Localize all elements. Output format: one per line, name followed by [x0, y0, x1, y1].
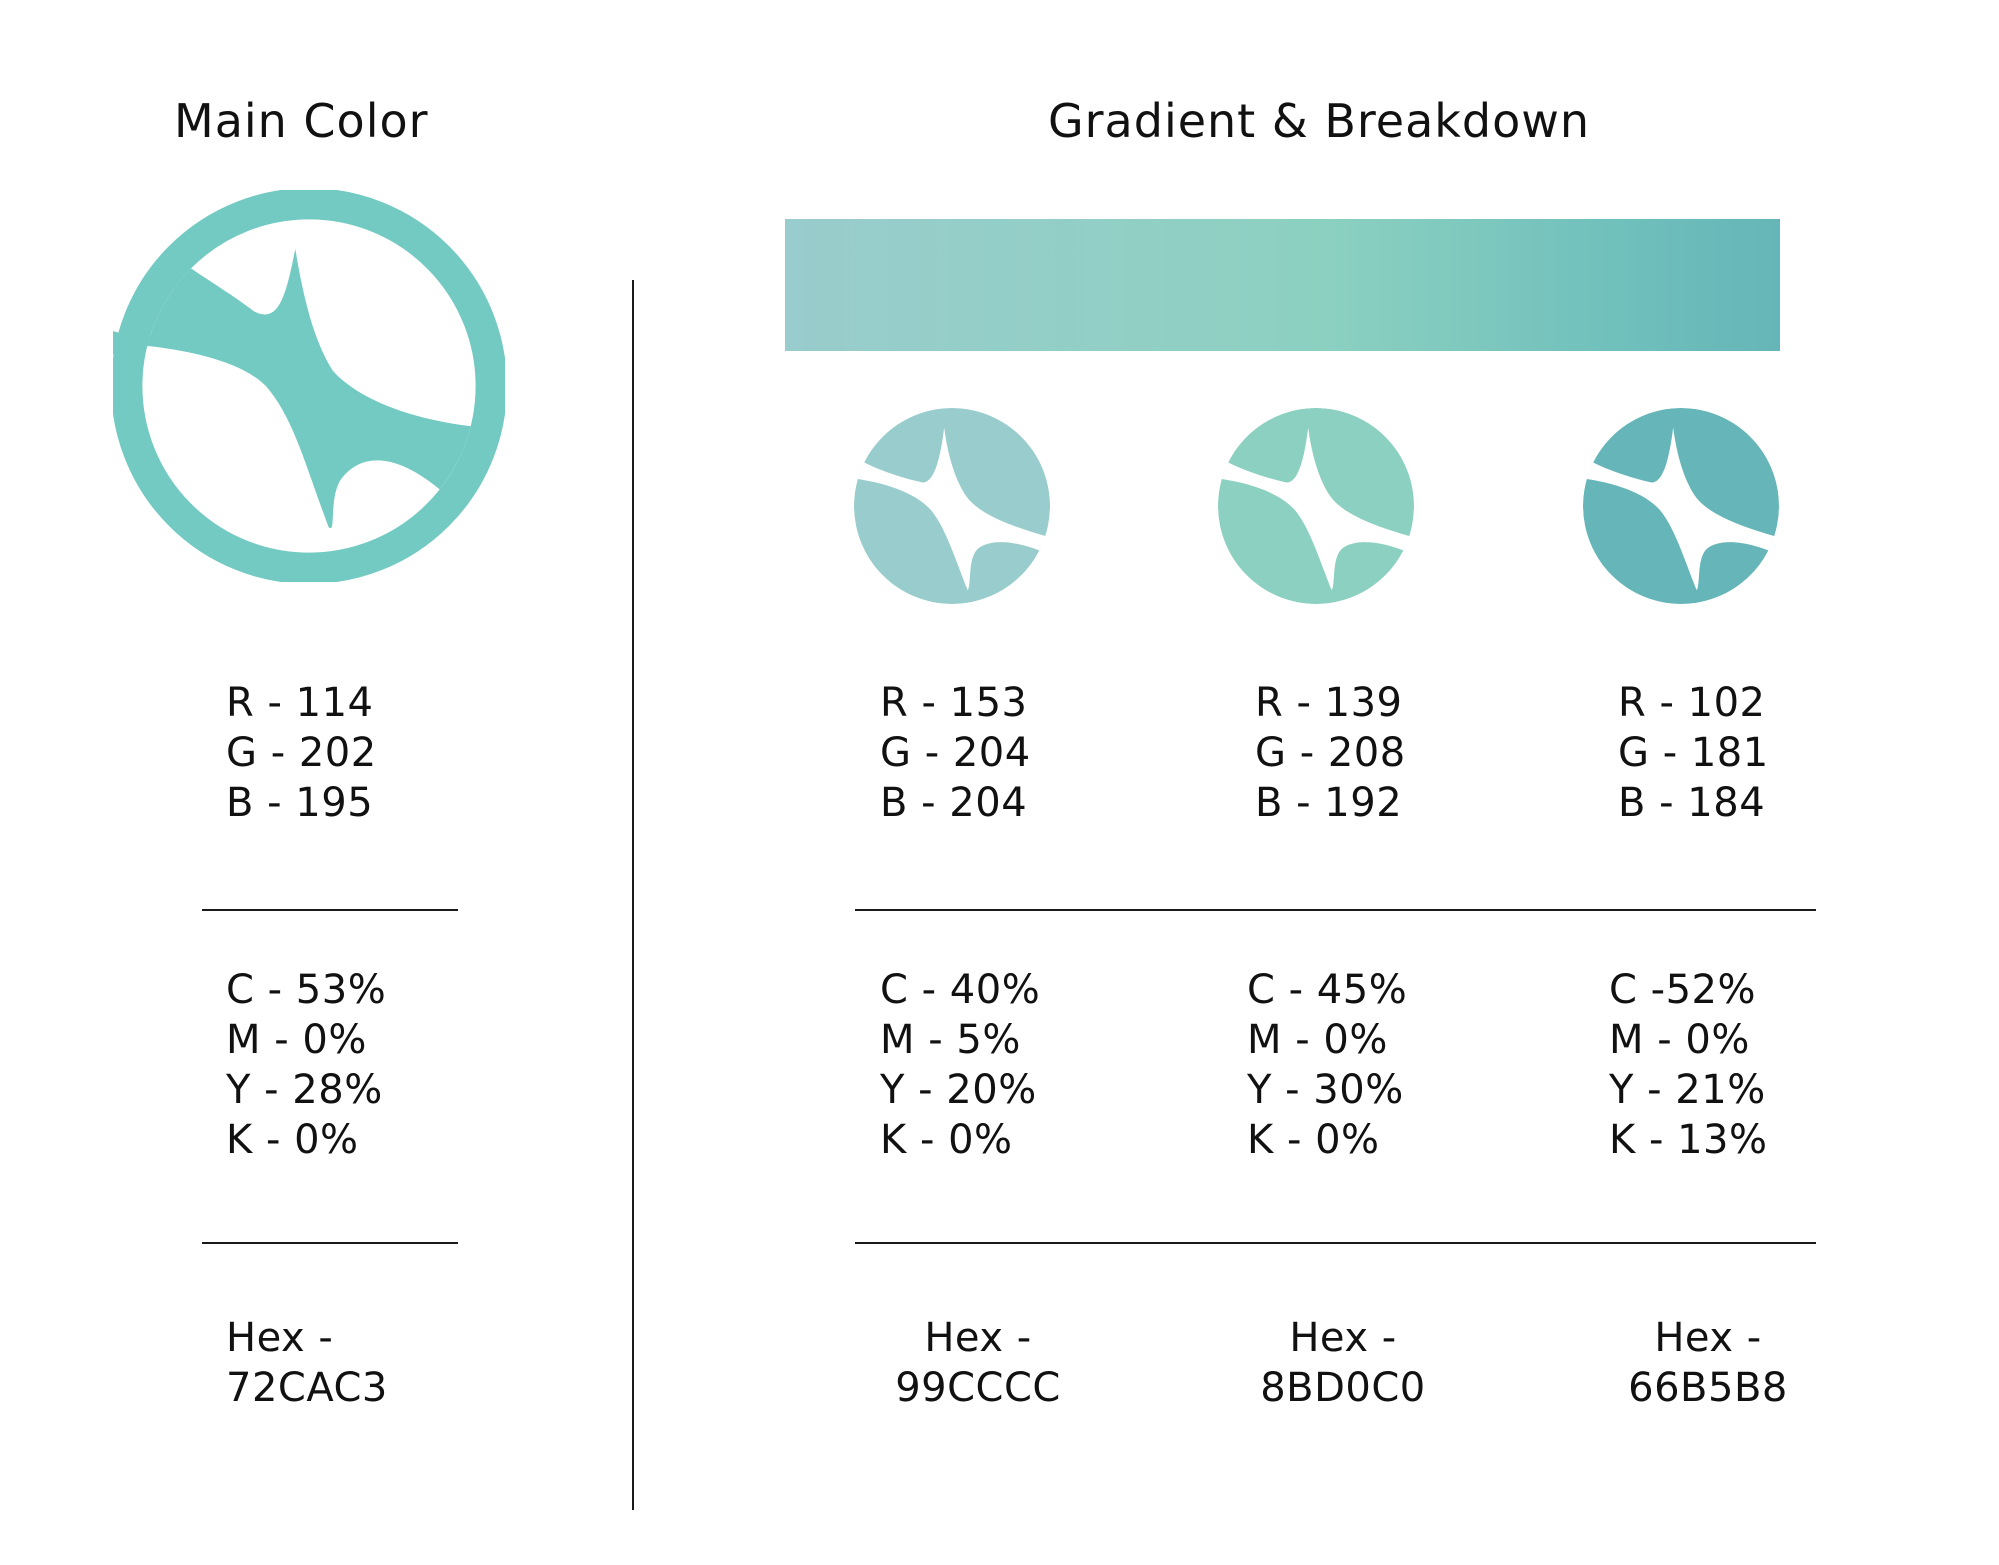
- rgb-r: R - 102: [1618, 680, 1766, 726]
- cmyk-k: K - 0%: [226, 1117, 359, 1163]
- hex-code: 72CAC3: [226, 1365, 388, 1411]
- hex-code: 99CCCC: [895, 1365, 1061, 1411]
- rgb-b: B - 184: [1618, 780, 1766, 826]
- swatch-2-hex-value: Hex - 8BD0C0: [1243, 1313, 1443, 1413]
- rgb-g: G - 202: [226, 730, 377, 776]
- star-disc-logo-icon: [1218, 408, 1414, 604]
- swatch-2-cmyk-values: C - 45% M - 0% Y - 30% K - 0%: [1247, 965, 1407, 1165]
- main-hex-value: Hex - 72CAC3: [226, 1313, 388, 1413]
- cmyk-k: K - 13%: [1609, 1117, 1768, 1163]
- cmyk-y: Y - 21%: [1609, 1067, 1766, 1113]
- cmyk-y: Y - 30%: [1247, 1067, 1404, 1113]
- rgb-b: B - 192: [1255, 780, 1403, 826]
- cmyk-c: C - 45%: [1247, 967, 1408, 1013]
- star-disc-logo-icon: [1583, 408, 1779, 604]
- cmyk-c: C - 40%: [880, 967, 1041, 1013]
- cmyk-k: K - 0%: [1247, 1117, 1380, 1163]
- hex-label: Hex -: [924, 1315, 1032, 1361]
- cmyk-m: M - 0%: [1247, 1017, 1388, 1063]
- rgb-b: B - 204: [880, 780, 1028, 826]
- cmyk-m: M - 5%: [880, 1017, 1021, 1063]
- cmyk-y: Y - 20%: [880, 1067, 1037, 1113]
- star-ring-logo-icon: [113, 190, 505, 582]
- swatch-1-rgb-values: R - 153 G - 204 B - 204: [880, 678, 1031, 828]
- main-rgb-values: R - 114 G - 202 B - 195: [226, 678, 377, 828]
- swatch-3-cmyk-values: C -52% M - 0% Y - 21% K - 13%: [1609, 965, 1768, 1165]
- rgb-g: G - 208: [1255, 730, 1406, 776]
- gradient-divider-rgb-cmyk: [855, 909, 1816, 911]
- main-cmyk-values: C - 53% M - 0% Y - 28% K - 0%: [226, 965, 386, 1165]
- main-color-title: Main Color: [174, 94, 429, 148]
- main-divider-rgb-cmyk: [202, 909, 458, 911]
- rgb-g: G - 204: [880, 730, 1031, 776]
- rgb-r: R - 114: [226, 680, 374, 726]
- cmyk-y: Y - 28%: [226, 1067, 383, 1113]
- hex-code: 66B5B8: [1628, 1365, 1788, 1411]
- swatch-2-rgb-values: R - 139 G - 208 B - 192: [1255, 678, 1406, 828]
- rgb-r: R - 153: [880, 680, 1028, 726]
- star-disc-logo-icon: [854, 408, 1050, 604]
- gradient-bar: [785, 219, 1780, 351]
- hex-label: Hex -: [1654, 1315, 1762, 1361]
- hex-label: Hex -: [226, 1315, 334, 1361]
- gradient-title: Gradient & Breakdown: [1048, 94, 1591, 148]
- cmyk-m: M - 0%: [1609, 1017, 1750, 1063]
- rgb-b: B - 195: [226, 780, 374, 826]
- swatch-3-hex-value: Hex - 66B5B8: [1608, 1313, 1808, 1413]
- column-divider: [632, 280, 634, 1510]
- swatch-1-cmyk-values: C - 40% M - 5% Y - 20% K - 0%: [880, 965, 1040, 1165]
- rgb-g: G - 181: [1618, 730, 1769, 776]
- cmyk-c: C -52%: [1609, 967, 1756, 1013]
- hex-label: Hex -: [1289, 1315, 1397, 1361]
- swatch-1-hex-value: Hex - 99CCCC: [878, 1313, 1078, 1413]
- swatch-3-rgb-values: R - 102 G - 181 B - 184: [1618, 678, 1769, 828]
- cmyk-c: C - 53%: [226, 967, 387, 1013]
- main-divider-cmyk-hex: [202, 1242, 458, 1244]
- hex-code: 8BD0C0: [1260, 1365, 1426, 1411]
- cmyk-m: M - 0%: [226, 1017, 367, 1063]
- cmyk-k: K - 0%: [880, 1117, 1013, 1163]
- gradient-divider-cmyk-hex: [855, 1242, 1816, 1244]
- rgb-r: R - 139: [1255, 680, 1403, 726]
